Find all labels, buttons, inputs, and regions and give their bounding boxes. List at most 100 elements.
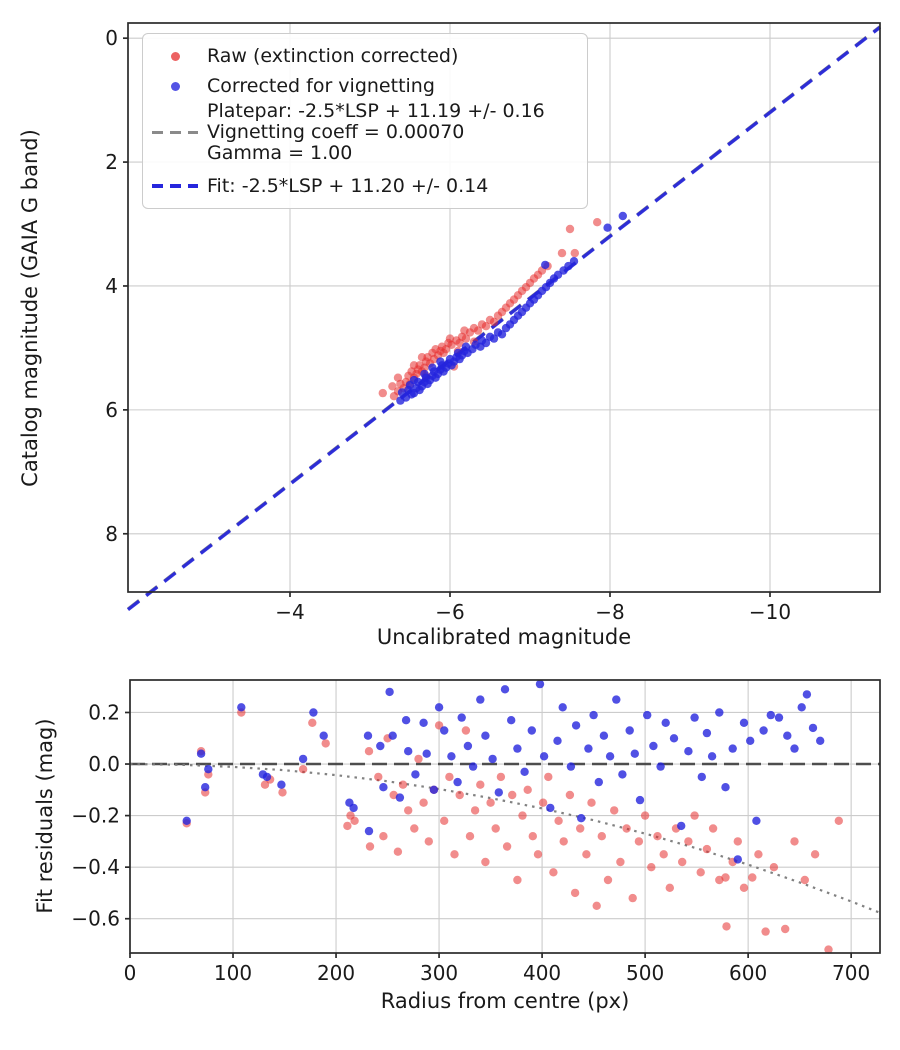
scatter-point bbox=[420, 369, 429, 379]
scatter-point bbox=[465, 832, 475, 841]
scatter-point bbox=[597, 832, 606, 841]
scatter-point bbox=[690, 713, 699, 722]
scatter-point bbox=[393, 847, 403, 856]
top-yaxis-label: Catalog magnitude (GAIA G band) bbox=[18, 129, 42, 487]
legend-label-fit: Fit: -2.5*LSP + 11.20 +/- 0.14 bbox=[207, 174, 489, 197]
platepar-line-1: Platepar: -2.5*LSP + 11.19 +/- 0.16 bbox=[207, 100, 545, 122]
scatter-point bbox=[404, 806, 413, 815]
y-tick-label: −0.6 bbox=[71, 907, 120, 931]
scatter-point bbox=[616, 857, 625, 867]
scatter-point bbox=[321, 739, 330, 748]
x-tick-label: −10 bbox=[749, 600, 791, 624]
scatter-point bbox=[410, 824, 419, 833]
y-tick-label: 6 bbox=[105, 398, 118, 422]
scatter-point bbox=[204, 765, 213, 774]
scatter-point bbox=[824, 945, 833, 954]
scatter-point bbox=[398, 780, 408, 789]
x-tick-label: 0 bbox=[124, 961, 137, 985]
scatter-point bbox=[481, 322, 491, 331]
scatter-point bbox=[520, 767, 529, 776]
scatter-point bbox=[566, 762, 576, 771]
scatter-point bbox=[513, 744, 522, 753]
scatter-point bbox=[669, 734, 679, 743]
y-tick-label: −0.4 bbox=[71, 855, 120, 879]
scatter-point bbox=[513, 875, 522, 885]
scatter-point bbox=[577, 814, 586, 823]
scatter-point bbox=[781, 924, 790, 934]
scatter-point bbox=[277, 780, 286, 789]
scatter-point bbox=[661, 718, 670, 727]
scatter-point bbox=[800, 875, 809, 885]
scatter-point bbox=[610, 806, 619, 815]
scatter-point bbox=[397, 388, 407, 397]
scatter-point bbox=[309, 708, 318, 717]
scatter-point bbox=[473, 326, 483, 335]
scatter-point bbox=[570, 888, 580, 898]
scatter-point bbox=[783, 731, 792, 740]
scatter-point bbox=[707, 752, 717, 761]
scatter-point bbox=[450, 850, 459, 859]
scatter-point bbox=[440, 726, 449, 735]
scatter-point bbox=[428, 363, 437, 372]
scatter-point bbox=[766, 710, 775, 720]
scatter-point bbox=[541, 260, 550, 270]
scatter-point bbox=[461, 342, 471, 351]
scatter-point bbox=[457, 713, 466, 722]
scatter-point bbox=[419, 718, 428, 727]
scatter-point bbox=[379, 783, 388, 792]
legend-item-raw: Raw (extinction corrected) bbox=[143, 41, 577, 71]
x-tick-label: 400 bbox=[523, 961, 561, 985]
scatter-point bbox=[434, 703, 444, 712]
scatter-point bbox=[436, 357, 445, 366]
y-tick-label: 0 bbox=[105, 26, 118, 50]
scatter-point bbox=[759, 726, 768, 735]
scatter-point bbox=[748, 873, 757, 882]
scatter-point bbox=[594, 777, 603, 787]
scatter-point bbox=[665, 883, 674, 892]
scatter-point bbox=[489, 334, 499, 343]
scatter-point bbox=[656, 762, 665, 771]
scatter-point bbox=[721, 783, 730, 792]
scatter-point bbox=[298, 754, 308, 764]
scatter-point bbox=[401, 716, 411, 725]
scatter-point bbox=[603, 223, 612, 232]
scatter-point bbox=[549, 868, 558, 877]
scatter-point bbox=[523, 785, 532, 794]
scatter-point bbox=[564, 261, 573, 271]
scatter-point bbox=[528, 832, 537, 841]
scatter-point bbox=[376, 741, 385, 751]
scatter-point bbox=[554, 816, 563, 825]
x-tick-label: −8 bbox=[595, 600, 624, 624]
scatter-point bbox=[496, 772, 506, 782]
scatter-point bbox=[565, 224, 575, 234]
scatter-point bbox=[533, 850, 543, 859]
y-tick-label: 4 bbox=[105, 274, 118, 298]
x-tick-label: 700 bbox=[832, 961, 870, 985]
y-tick-label: 0.0 bbox=[88, 752, 120, 776]
scatter-point bbox=[463, 741, 473, 751]
scatter-point bbox=[739, 718, 749, 727]
scatter-point bbox=[649, 741, 658, 751]
scatter-point bbox=[684, 747, 693, 756]
scatter-point bbox=[350, 816, 359, 825]
scatter-point bbox=[445, 772, 454, 782]
scatter-point bbox=[196, 749, 206, 758]
y-tick-label: 2 bbox=[105, 150, 118, 174]
scatter-point bbox=[702, 728, 712, 738]
scatter-point bbox=[414, 754, 423, 764]
scatter-point bbox=[379, 832, 388, 841]
scatter-point bbox=[640, 811, 650, 820]
scatter-point bbox=[182, 816, 191, 825]
x-tick-label: 100 bbox=[214, 961, 252, 985]
scatter-point bbox=[612, 695, 621, 704]
scatter-point bbox=[260, 780, 270, 789]
scatter-point bbox=[409, 375, 419, 385]
scatter-point bbox=[502, 842, 512, 851]
scatter-point bbox=[557, 248, 567, 258]
scatter-point bbox=[476, 780, 485, 789]
scatter-point bbox=[468, 762, 478, 771]
scatter-point bbox=[587, 798, 596, 807]
scatter-point bbox=[769, 863, 779, 872]
scatter-point bbox=[365, 842, 375, 851]
